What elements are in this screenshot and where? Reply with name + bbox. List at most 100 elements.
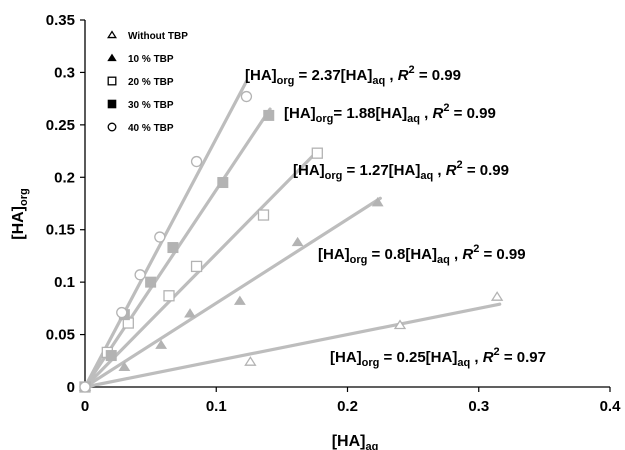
data-point-series-1	[291, 236, 304, 247]
equation-separator: ,	[450, 246, 463, 263]
equation-r: R	[446, 162, 457, 179]
equation-r: R	[398, 67, 409, 84]
data-point-series-0	[244, 356, 257, 366]
y-axis-label: [HA]org	[10, 188, 30, 240]
data-point-series-3	[105, 350, 117, 362]
data-point-series-4	[116, 306, 128, 319]
x-tick-label: 0.1	[206, 398, 227, 415]
y-tick-label: 0.3	[54, 64, 75, 81]
x-axis-label: [HA]aq	[332, 433, 379, 450]
equation-sub-aq: aq	[457, 357, 470, 369]
data-point-series-3	[217, 177, 229, 189]
equation-r2-value: = 0.99	[415, 67, 461, 84]
equation-lhs: [HA]	[284, 105, 316, 122]
equation-sup-2: 2	[409, 64, 415, 76]
legend-label-series-4: 40 % TBP	[128, 123, 174, 134]
equation-sub-aq: aq	[420, 170, 433, 182]
equation-r: R	[483, 349, 494, 366]
equation-separator: ,	[420, 105, 433, 122]
data-point-series-3	[145, 276, 157, 288]
y-tick-label: 0.1	[54, 274, 75, 291]
fit-line-series-4	[83, 79, 249, 389]
legend-label-series-3: 30 % TBP	[128, 100, 174, 111]
equation-sup-2: 2	[443, 102, 449, 114]
equation-rhs: = 0.8[HA]	[367, 246, 437, 263]
data-point-series-2	[190, 260, 203, 273]
fit-line-series-1	[83, 196, 382, 389]
y-tick-label: 0.35	[46, 12, 75, 29]
data-point-series-4	[79, 381, 91, 393]
equation-label-3: [HA]org = 0.8[HA]aq , R2 = 0.99	[318, 243, 526, 266]
equation-r2-value: = 0.99	[479, 246, 525, 263]
legend-label-series-1: 10 % TBP	[128, 54, 174, 65]
y-tick-label: 0.2	[54, 169, 75, 186]
y-tick-label: 0.05	[46, 327, 75, 344]
y-axis-label-main: [HA]	[10, 206, 27, 240]
x-tick-label: 0.2	[337, 398, 358, 415]
legend-marker-series-4	[107, 122, 117, 132]
y-tick-label: 0	[67, 379, 75, 396]
data-point-series-4	[134, 269, 146, 281]
equation-rhs: = 2.37[HA]	[294, 67, 372, 84]
legend-marker-series-2	[107, 76, 117, 86]
equation-separator: ,	[470, 349, 483, 366]
equation-sub-org: org	[325, 170, 343, 182]
equation-separator: ,	[433, 162, 446, 179]
equation-sub-org: org	[362, 357, 380, 369]
data-point-series-1	[233, 295, 246, 305]
legend-label-series-2: 20 % TBP	[128, 77, 174, 88]
equation-separator: ,	[385, 67, 398, 84]
equation-lhs: [HA]	[318, 246, 350, 263]
legend-marker-series-1	[107, 53, 117, 62]
equation-sup-2: 2	[494, 346, 500, 358]
equation-sub-org: org	[350, 254, 368, 266]
data-point-series-4	[154, 231, 166, 243]
legend-label-series-0: Without TBP	[128, 31, 188, 42]
equation-rhs: = 1.27[HA]	[342, 162, 420, 179]
equation-sup-2: 2	[473, 243, 479, 255]
legend-marker-series-0	[107, 30, 117, 39]
data-point-series-1	[155, 339, 168, 349]
equation-r2-value: = 0.99	[463, 162, 509, 179]
data-point-series-0	[490, 291, 504, 301]
equation-r: R	[462, 246, 473, 263]
data-point-series-1	[371, 197, 384, 207]
y-axis-label-sub: org	[18, 188, 30, 206]
equation-r2-value: = 0.97	[500, 349, 546, 366]
x-axis-label-sub: aq	[365, 441, 378, 450]
equation-lhs: [HA]	[245, 67, 277, 84]
equation-label-4: [HA]org = 0.25[HA]aq , R2 = 0.97	[330, 346, 546, 369]
equation-label-1: [HA]org= 1.88[HA]aq , R2 = 0.99	[284, 102, 496, 125]
data-point-series-1	[184, 308, 196, 318]
equation-sub-org: org	[316, 113, 334, 125]
equation-sub-aq: aq	[407, 113, 420, 125]
data-point-series-2	[163, 290, 175, 302]
equation-label-2: [HA]org = 1.27[HA]aq , R2 = 0.99	[293, 159, 509, 182]
data-point-series-1	[118, 361, 131, 371]
equation-labels: [HA]org = 2.37[HA]aq , R2 = 0.99[HA]org=…	[245, 64, 546, 369]
legend-marker-series-3	[107, 99, 117, 109]
data-point-series-2	[257, 209, 270, 221]
x-tick-label: 0.4	[600, 398, 622, 415]
equation-r2-value: = 0.99	[450, 105, 496, 122]
data-point-series-3	[167, 242, 179, 254]
x-tick-label: 0.3	[468, 398, 489, 415]
y-tick-label: 0.25	[46, 117, 75, 134]
equation-sup-2: 2	[457, 159, 463, 171]
equation-sub-aq: aq	[437, 254, 450, 266]
data-point-series-0	[393, 319, 407, 330]
equation-sub-org: org	[277, 75, 295, 87]
equation-label-0: [HA]org = 2.37[HA]aq , R2 = 0.99	[245, 64, 461, 87]
equation-lhs: [HA]	[293, 162, 325, 179]
equation-lhs: [HA]	[330, 349, 362, 366]
axes: 0 0.1 0.2 0.3 0.4 0 0.05 0.1 0.15 0.2 0.25 0.3 0.35	[46, 12, 621, 415]
x-axis-label-main: [HA]	[332, 433, 366, 450]
equation-r: R	[433, 105, 444, 122]
data-point-series-2	[311, 147, 323, 159]
legend: Without TBP 10 % TBP 20 % TBP 30 % TBP 40 % …	[107, 30, 188, 134]
x-tick-label: 0	[81, 398, 89, 415]
data-point-series-4	[240, 90, 253, 103]
fit-line-series-0	[83, 302, 502, 389]
equation-rhs: = 0.25[HA]	[379, 349, 457, 366]
